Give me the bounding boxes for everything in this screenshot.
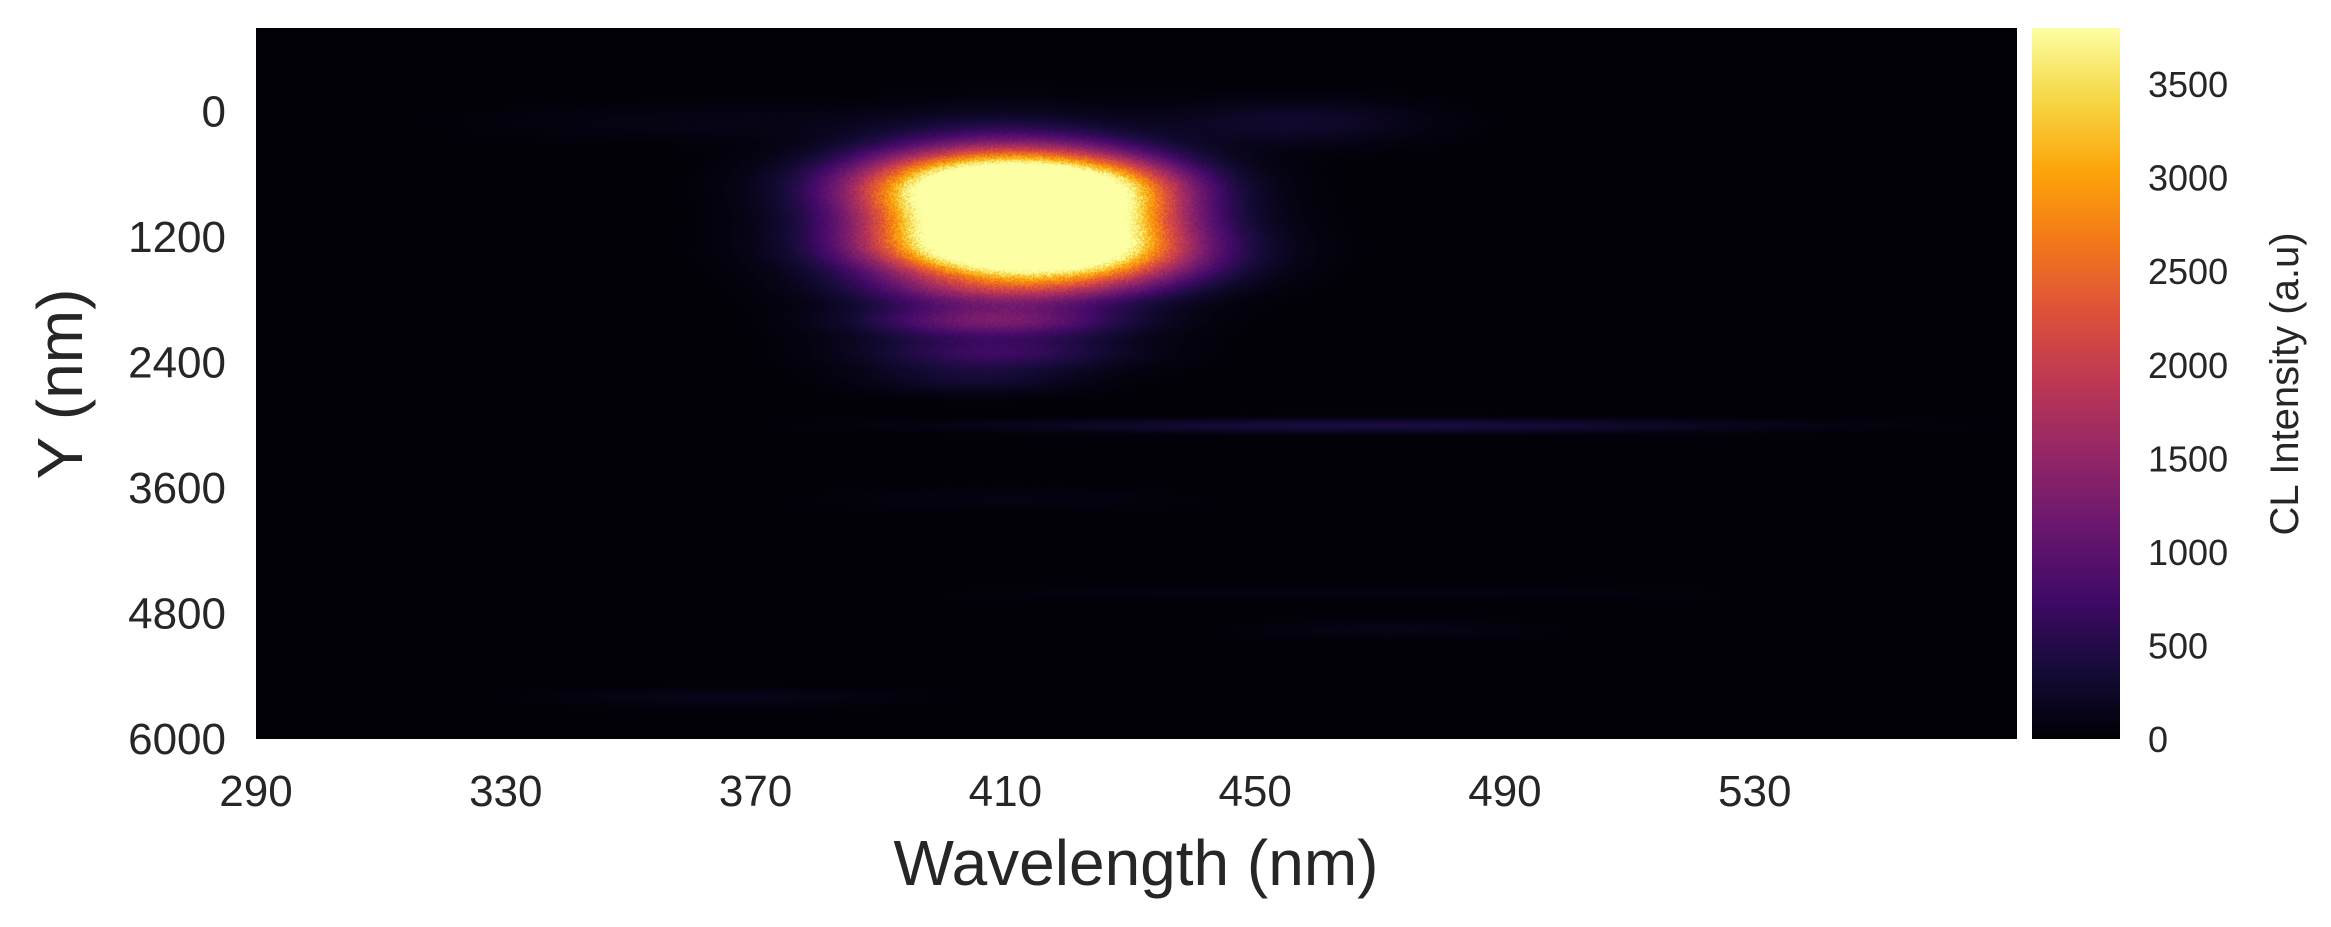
y-tick-label: 6000 <box>128 715 226 764</box>
y-axis-title: Y (nm) <box>24 289 96 480</box>
y-tick-label: 1200 <box>128 213 226 262</box>
colorbar-tick-label: 1500 <box>2148 438 2228 479</box>
colorbar-gradient <box>2032 28 2120 739</box>
heatmap-image <box>256 28 2017 739</box>
y-tick-label: 0 <box>202 88 226 137</box>
colorbar-tick-label: 2000 <box>2148 345 2228 386</box>
x-tick-label: 370 <box>719 767 792 816</box>
y-tick-label: 2400 <box>128 339 226 388</box>
colorbar-tick-label: 500 <box>2148 625 2208 666</box>
colorbar-ticks: 0 500 1000 1500 2000 2500 3000 3500 <box>2148 64 2228 760</box>
colorbar-tick-label: 3500 <box>2148 64 2228 105</box>
x-tick-label: 290 <box>219 767 292 816</box>
colorbar-title: CL Intensity (a.u) <box>2263 232 2307 535</box>
y-axis: 0 1200 2400 3600 4800 6000 <box>128 88 226 764</box>
y-tick-label: 3600 <box>128 464 226 513</box>
colorbar-tick-label: 2500 <box>2148 251 2228 292</box>
heatmap-plot-area <box>256 28 2017 739</box>
x-tick-label: 490 <box>1468 767 1541 816</box>
x-tick-label: 450 <box>1218 767 1291 816</box>
colorbar: 0 500 1000 1500 2000 2500 3000 3500 CL Intensit… <box>2032 28 2307 760</box>
x-tick-label: 330 <box>469 767 542 816</box>
colorbar-tick-label: 0 <box>2148 719 2168 760</box>
colorbar-tick-label: 1000 <box>2148 532 2228 573</box>
x-axis: 290 330 370 410 450 490 530 <box>219 767 1791 816</box>
x-tick-label: 410 <box>969 767 1042 816</box>
x-axis-title: Wavelength (nm) <box>894 827 1379 899</box>
colorbar-tick-label: 3000 <box>2148 158 2228 199</box>
y-tick-label: 4800 <box>128 590 226 639</box>
x-tick-label: 530 <box>1718 767 1791 816</box>
